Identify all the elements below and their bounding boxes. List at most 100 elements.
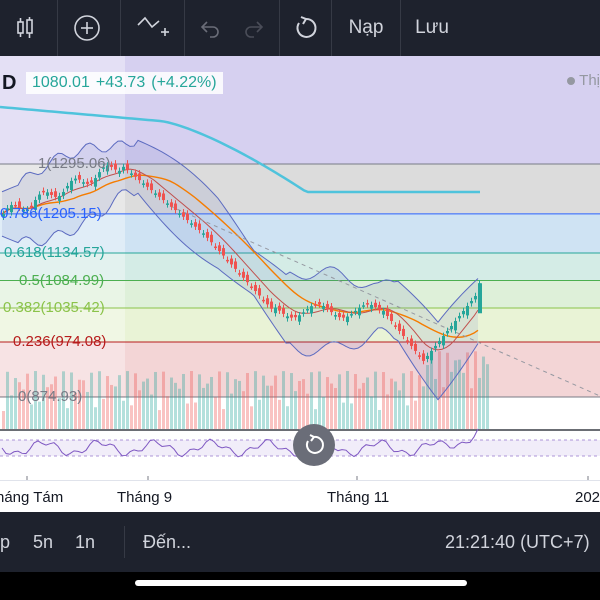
volume-bar [126,371,129,429]
bollinger-upper [1,139,479,323]
interval-1n-button[interactable]: 1n [75,532,96,552]
goto-date-button[interactable]: Đến... [143,532,192,552]
candle-body [382,310,385,315]
clock-timezone[interactable]: 21:21:40 (UTC+7) [445,532,590,552]
candle-body [26,209,29,211]
volume-bar [218,371,221,429]
redo-icon[interactable] [232,0,276,56]
candle-body [410,338,413,346]
candle-body [470,301,473,304]
candle-body [134,172,137,177]
candle-body [418,355,421,357]
candle-body [362,305,365,307]
volume-bar [214,397,217,429]
candle-body [170,202,173,207]
fib-level-label: 0.5(1084.99) [19,271,105,289]
time-axis[interactable]: háng Tám Tháng 9 Tháng 11 202 [0,480,600,512]
volume-bar [458,359,461,429]
volume-bar [278,399,281,429]
volume-bar [222,409,225,429]
candle-body [82,182,85,184]
volume-bar [290,373,293,429]
interval-5n-button[interactable]: 5n [33,532,54,552]
add-indicator-icon[interactable] [62,0,112,56]
ma-orange [1,174,479,338]
candle-body [282,307,285,314]
interval-p-button[interactable]: p [0,532,11,552]
volume-bar [54,376,57,429]
volume-bar [318,371,321,429]
volume-bar [66,408,69,429]
legend-indicator[interactable]: Thị [567,72,600,89]
undo-icon[interactable] [188,0,232,56]
candle-body [402,328,405,336]
volume-bar [262,375,265,429]
candle-body [122,166,125,171]
volume-bar [26,373,29,429]
candle-body [58,196,61,201]
volume-bar [62,371,65,429]
volume-bar [154,371,157,429]
candle-body [246,274,249,283]
candle-body [322,306,325,309]
candle-body [154,193,157,195]
oscillator-line [1,428,479,458]
volume-bar [366,377,369,429]
legend-label: Thị [579,72,600,89]
refresh-icon[interactable] [284,0,328,56]
volume-bar [158,410,161,429]
volume-bar [358,388,361,429]
volume-bar [414,400,417,429]
candle-body [66,186,69,189]
candle-body [370,304,373,309]
volume-bar [42,374,45,429]
volume-bar [302,379,305,429]
candle-body [62,191,65,196]
volume-bar [442,387,445,429]
price-box: 1080.01 +43.73 (+4.22%) [26,72,223,94]
volume-bar [150,394,153,429]
deposit-button[interactable]: Nạp [348,17,384,38]
volume-bar [186,403,189,429]
volume-bar [350,403,353,429]
candle-body [346,316,349,323]
candle-body [174,203,177,211]
candle-body [378,304,381,311]
candle-body [70,180,73,191]
candle-body [190,223,193,225]
volume-bar [6,371,9,429]
candle-body [118,170,121,174]
candle-body [270,301,273,309]
volume-bar [326,377,329,429]
volume-bar [146,378,149,429]
candle-body [202,233,205,235]
volume-bar [434,378,437,429]
volume-bar [18,382,21,429]
save-button[interactable]: Lưu [415,17,449,38]
volume-bar [346,371,349,429]
fib-level-label: 0.236(974.08) [13,333,107,350]
volume-bar [114,386,117,429]
candle-body [162,193,165,201]
candle-body [46,192,49,196]
x-tick-label: háng Tám [0,489,64,506]
candle-body [106,165,109,172]
volume-bar [110,384,113,429]
reset-chart-button[interactable] [293,424,335,466]
volume-bar [382,372,385,429]
home-indicator [135,580,467,586]
candle-body [446,330,449,334]
compare-icon[interactable] [128,0,178,56]
top-toolbar: Nạp Lưu [0,0,600,56]
price-change: +43.73 [95,74,146,91]
fib-zone [0,253,600,281]
candle-body [194,222,197,227]
candle-body [398,323,401,331]
candle-body [434,345,437,349]
volume-bar [238,380,241,429]
candle-body [182,212,185,217]
candlestick-icon[interactable] [0,0,50,56]
candle-body [394,325,397,327]
candle-body [422,353,425,361]
candle-body [334,315,337,317]
